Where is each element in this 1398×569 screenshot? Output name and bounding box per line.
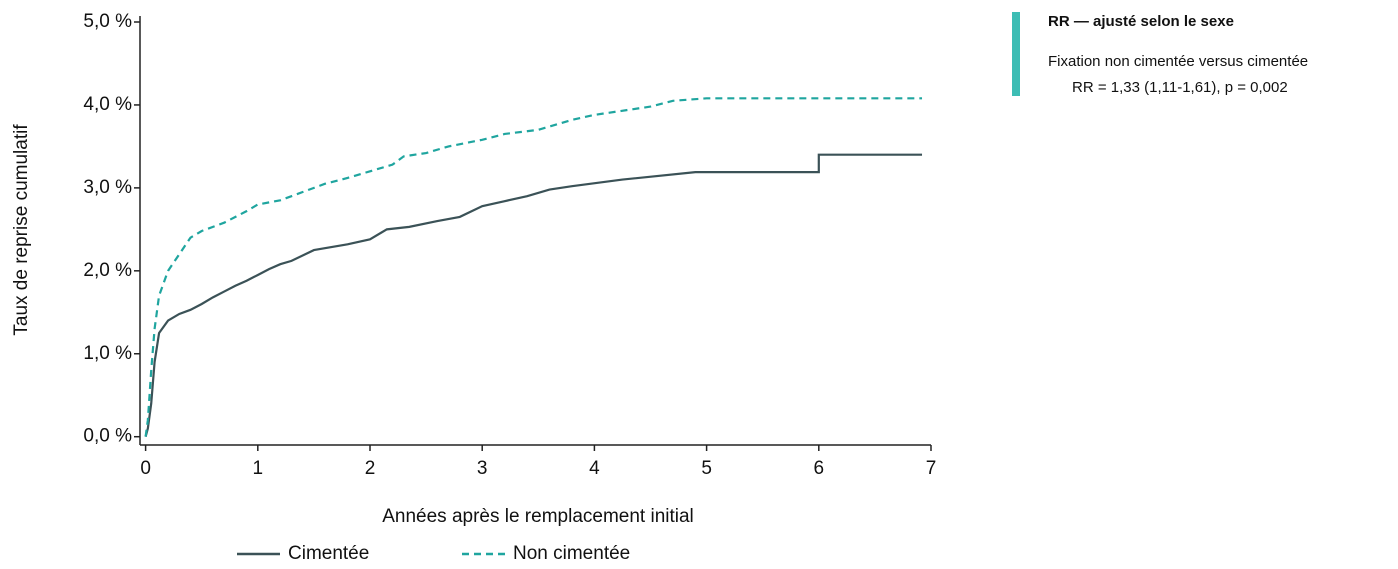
y-tick-label: 4,0 %: [83, 94, 132, 115]
series-line: [144, 97, 923, 437]
x-tick-label: 7: [926, 458, 937, 479]
annotation-text: RR = 1,33 (1,11-1,61), p = 0,002: [1072, 79, 1288, 96]
legend-label: Non cimentée: [513, 543, 630, 564]
annotation-text: Fixation non cimentée versus cimentée: [1048, 53, 1308, 70]
x-tick-label: 2: [365, 458, 376, 479]
x-axis-label: Années après le remplacement initial: [382, 506, 694, 527]
series-line: [144, 153, 923, 437]
x-tick-label: 5: [701, 458, 712, 479]
x-tick-label: 1: [253, 458, 264, 479]
y-tick-label: 2,0 %: [83, 260, 132, 281]
x-tick-label: 0: [140, 458, 151, 479]
x-tick-label: 3: [477, 458, 488, 479]
annotation-bar: [1012, 12, 1020, 96]
y-tick-label: 5,0 %: [83, 11, 132, 32]
y-tick-label: 0,0 %: [83, 426, 132, 447]
y-tick-label: 3,0 %: [83, 177, 132, 198]
x-tick-label: 4: [589, 458, 600, 479]
y-tick-label: 1,0 %: [83, 343, 132, 364]
y-axis-label: Taux de reprise cumulatif: [11, 124, 32, 336]
x-tick-label: 6: [814, 458, 825, 479]
annotation-title: RR — ajusté selon le sexe: [1048, 13, 1234, 30]
legend-label: Cimentée: [288, 543, 369, 564]
